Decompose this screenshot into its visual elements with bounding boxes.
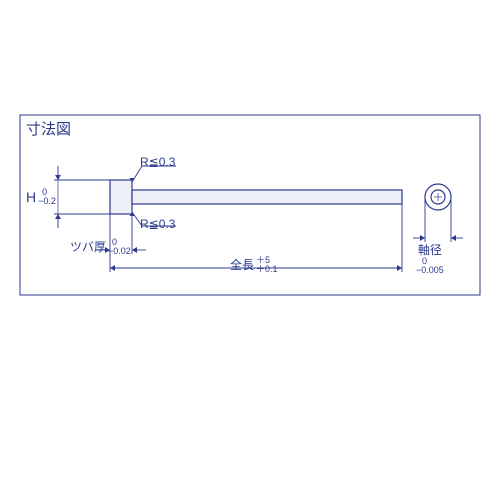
drawing-canvas: 寸法図 R≦0.3 R≦0.3 H 0 −0.2 ツバ厚 0 −0.02 全長 … [0,0,500,500]
drawing-title: 寸法図 [26,122,71,137]
overall-length-name: 全長 [230,259,254,271]
collar-thickness-label: ツバ厚 0 −0.02 [70,238,131,256]
collar-thickness-tol-lower: −0.02 [108,247,131,256]
height-H-label: H 0 −0.2 [26,184,56,210]
height-H-symbol: H [26,190,36,204]
shaft-diameter-name: 軸径 [418,244,442,256]
shaft-diameter-label: 軸径 0 −0.005 [416,244,444,275]
radius-lower-label: R≦0.3 [140,218,175,230]
height-H-tol-lower: −0.2 [38,197,56,206]
radius-upper-label: R≦0.3 [140,156,175,168]
overall-length-label: 全長 ＋5 ＋0.1 [230,256,278,274]
overall-length-tol-lower: ＋0.1 [256,265,278,274]
collar-thickness-name: ツバ厚 [70,241,106,253]
shaft-diameter-tol-lower: −0.005 [416,266,444,275]
